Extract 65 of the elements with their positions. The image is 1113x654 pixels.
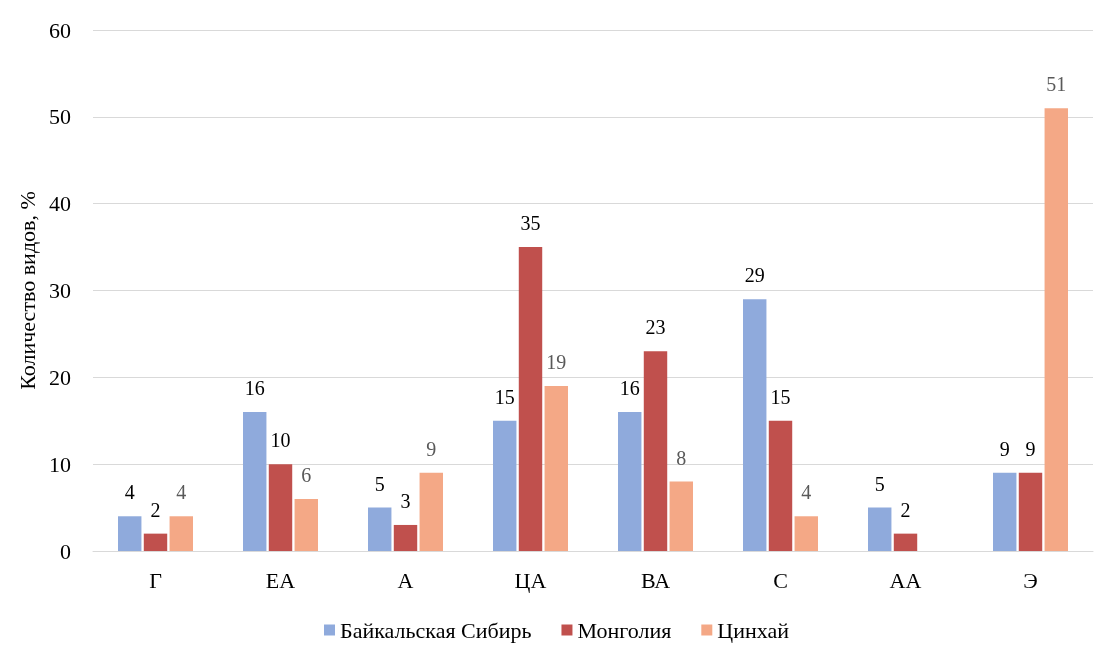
bar — [268, 464, 293, 551]
data-label: 15 — [770, 385, 791, 408]
bar — [618, 412, 642, 551]
y-tick-label: 10 — [49, 451, 71, 477]
bar — [143, 533, 168, 551]
bar — [669, 481, 693, 551]
bar — [643, 351, 668, 551]
x-tick-label: АА — [889, 567, 922, 593]
bar — [768, 420, 793, 551]
bar — [368, 507, 392, 551]
y-tick-label: 0 — [60, 538, 71, 564]
data-label: 5 — [874, 472, 885, 495]
data-label: 3 — [400, 489, 411, 512]
x-tick-label: ЦА — [514, 567, 547, 593]
bar — [419, 472, 443, 551]
legend-label: Монголия — [577, 617, 672, 643]
data-label: 16 — [619, 377, 640, 400]
data-label: 6 — [301, 463, 312, 486]
y-tick-label: 60 — [49, 17, 71, 43]
data-label: 9 — [999, 437, 1010, 460]
data-label: 4 — [801, 481, 812, 504]
y-axis-title: Количество видов, % — [14, 191, 40, 390]
data-label: 2 — [900, 498, 911, 521]
data-label: 9 — [1025, 437, 1036, 460]
bar — [743, 299, 767, 551]
bar — [893, 533, 918, 551]
bar — [868, 507, 892, 551]
x-tick-label: ВА — [640, 567, 671, 593]
data-label: 16 — [244, 377, 265, 400]
x-tick-label: А — [397, 567, 414, 593]
bar — [493, 420, 517, 551]
y-tick-label: 40 — [49, 191, 71, 217]
data-label: 35 — [520, 212, 541, 235]
data-label: 4 — [176, 481, 187, 504]
data-label: 29 — [744, 264, 765, 287]
data-label: 19 — [546, 351, 567, 374]
y-tick-label: 30 — [49, 278, 71, 303]
x-tick-label: ЕА — [265, 567, 296, 593]
data-label: 15 — [494, 385, 515, 408]
bar — [794, 516, 818, 551]
y-tick-label: 50 — [49, 104, 71, 130]
data-label: 9 — [426, 437, 437, 460]
data-label: 51 — [1046, 73, 1067, 96]
bar — [169, 516, 193, 551]
bar — [993, 472, 1017, 551]
bar — [243, 412, 267, 551]
data-label: 8 — [676, 446, 687, 469]
bar — [1018, 472, 1043, 551]
data-label: 2 — [150, 498, 161, 521]
data-label: 23 — [645, 316, 666, 339]
legend-label: Цинхай — [717, 617, 790, 643]
x-tick-label: Э — [1023, 567, 1038, 593]
data-label: 4 — [124, 481, 135, 504]
x-tick-label: Г — [149, 567, 163, 593]
y-tick-label: 20 — [49, 364, 71, 390]
bar — [118, 516, 142, 551]
data-label: 10 — [270, 429, 291, 452]
bar — [393, 524, 418, 551]
x-tick-label: С — [773, 567, 788, 593]
legend-label: Байкальская Сибирь — [340, 617, 532, 643]
bar — [518, 247, 543, 551]
bar — [294, 498, 318, 551]
bar — [544, 386, 568, 551]
data-label: 5 — [374, 472, 385, 495]
bar — [1044, 108, 1068, 551]
